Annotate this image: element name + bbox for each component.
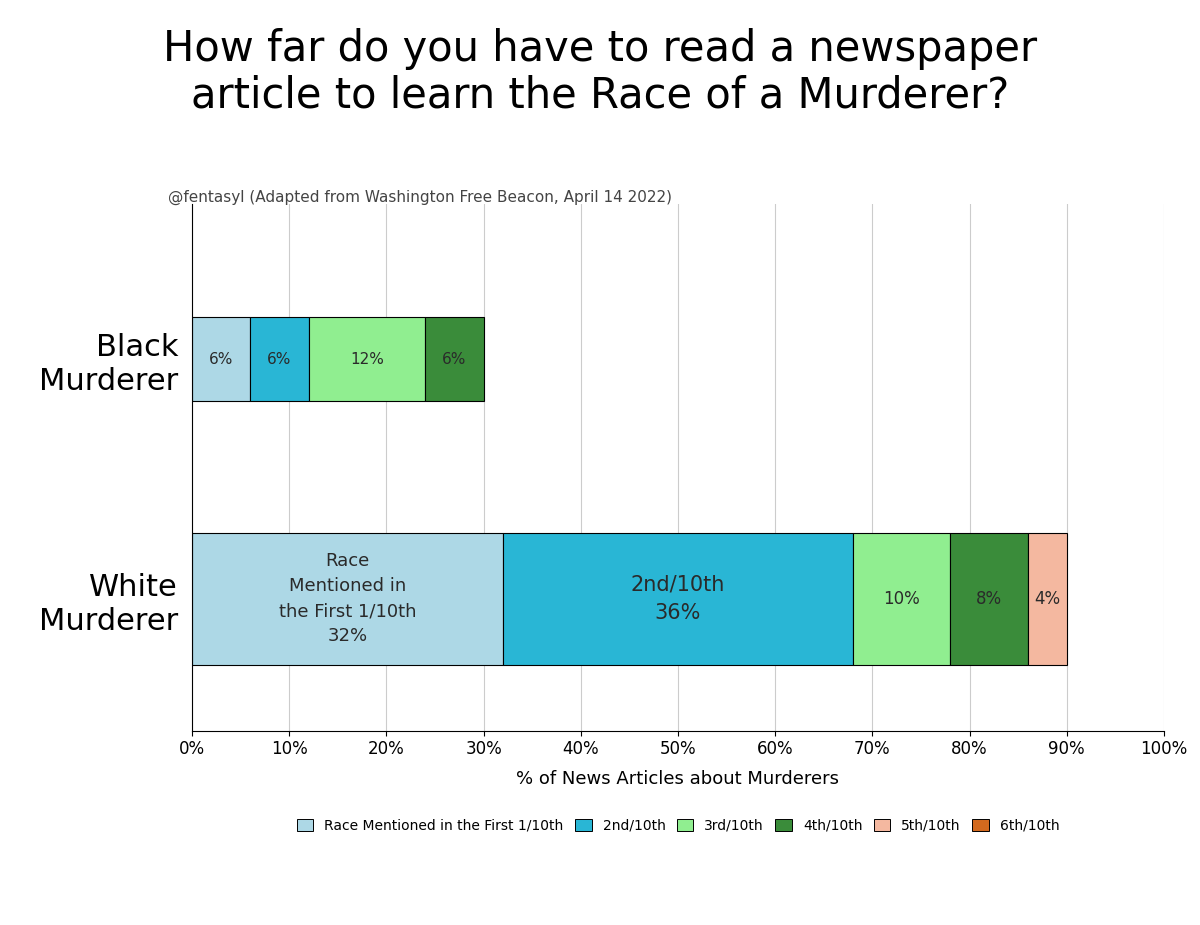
Text: 6%: 6%	[443, 352, 467, 367]
Text: 8%: 8%	[976, 590, 1002, 608]
Text: 6%: 6%	[268, 352, 292, 367]
Text: 12%: 12%	[350, 352, 384, 367]
Bar	[425, 317, 484, 401]
Bar	[192, 533, 503, 665]
X-axis label: % of News Articles about Murderers: % of News Articles about Murderers	[516, 770, 840, 787]
Bar	[950, 533, 1028, 665]
Bar	[192, 317, 251, 401]
Text: 2nd/10th
36%: 2nd/10th 36%	[631, 575, 725, 623]
Legend: Race Mentioned in the First 1/10th, 2nd/10th, 3rd/10th, 4th/10th, 5th/10th, 6th/: Race Mentioned in the First 1/10th, 2nd/…	[289, 812, 1067, 840]
Text: @fentasyl (Adapted from Washington Free Beacon, April 14 2022): @fentasyl (Adapted from Washington Free …	[168, 190, 672, 204]
Bar	[853, 533, 950, 665]
Bar	[251, 317, 308, 401]
Text: Race
Mentioned in
the First 1/10th
32%: Race Mentioned in the First 1/10th 32%	[278, 552, 416, 646]
Text: 10%: 10%	[883, 590, 920, 608]
Text: 4%: 4%	[1034, 590, 1061, 608]
Text: How far do you have to read a newspaper
article to learn the Race of a Murderer?: How far do you have to read a newspaper …	[163, 28, 1037, 117]
Bar	[1028, 533, 1067, 665]
Bar	[308, 317, 425, 401]
Text: 6%: 6%	[209, 352, 233, 367]
Bar	[503, 533, 853, 665]
